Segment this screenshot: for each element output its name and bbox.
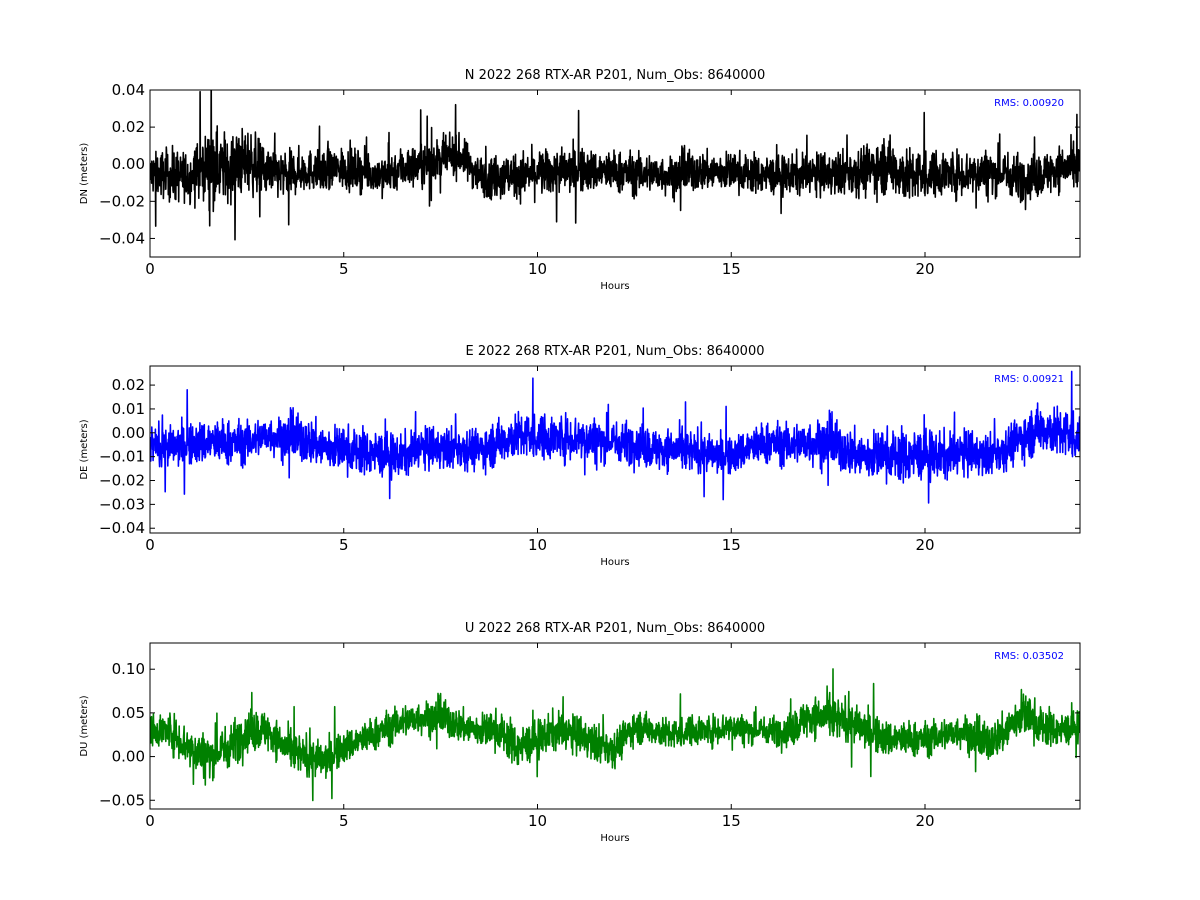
axes-frame [149,89,1081,258]
y-axis-label: DE (meters) [79,419,90,479]
y-tick-label: 0.00 [112,424,145,442]
y-tick-label: −0.01 [99,448,145,466]
x-tick-label: 15 [722,260,741,278]
y-tick-label: 0.00 [112,748,145,766]
chart-up: 0 5 10 15 20 0.10 0.05 0.00 −0.05 U 2022 268 RTX-… [79,621,1081,844]
chart-east: 0 5 10 15 20 0.02 0.01 0.00 −0.01 −0.02 −0.03 −0.04… [79,344,1081,568]
x-tick-label: 10 [528,812,547,830]
x-axis-label: Hours [600,833,629,844]
x-tick-label: 15 [722,536,741,554]
data-line [150,668,1080,802]
x-tick-label: 20 [915,260,934,278]
y-tick-label: −0.05 [99,791,145,809]
y-tick-label: 0.01 [112,400,145,418]
data-line [150,370,1080,504]
y-tick-label: −0.03 [99,495,145,513]
chart-title: U 2022 268 RTX-AR P201, Num_Obs: 8640000 [465,621,765,636]
series-north-0 [150,90,1080,241]
y-tick-label: 0.05 [112,704,145,722]
y-tick-label: 0.04 [112,81,145,99]
x-tick-label: 20 [915,812,934,830]
rms-annotation: RMS: 0.03502 [994,651,1064,662]
axes-frame [149,365,1081,534]
y-tick-label: 0.02 [112,376,145,394]
x-tick-label: 15 [722,812,741,830]
y-tick-label: 0.02 [112,118,145,136]
series-up-0 [150,668,1080,802]
y-tick-label: −0.04 [99,519,145,537]
series-east-0 [150,370,1080,504]
y-axis-label: DN (meters) [79,143,90,205]
x-tick-label: 5 [339,812,349,830]
x-tick-label: 10 [528,536,547,554]
y-tick-label: −0.04 [99,229,145,247]
rms-annotation: RMS: 0.00920 [994,98,1064,109]
y-tick-label: −0.02 [99,472,145,490]
axes-frame [149,642,1081,810]
x-tick-label: 0 [145,812,155,830]
y-tick-label: 0.00 [112,155,145,173]
chart-north: 0 5 10 15 20 0.04 0.02 0.00 −0.02 −0.04 N 2022 268… [79,68,1081,292]
x-tick-label: 0 [145,260,155,278]
x-axis-label: Hours [600,557,629,568]
x-tick-label: 5 [339,260,349,278]
x-axis-label: Hours [600,281,629,292]
chart-title: N 2022 268 RTX-AR P201, Num_Obs: 8640000 [465,68,765,83]
x-tick-label: 0 [145,536,155,554]
data-line [150,90,1080,241]
y-tick-label: 0.10 [112,660,145,678]
y-tick-label: −0.02 [99,192,145,210]
x-tick-label: 5 [339,536,349,554]
y-axis-label: DU (meters) [79,695,90,756]
chart-title: E 2022 268 RTX-AR P201, Num_Obs: 8640000 [466,344,765,359]
x-tick-label: 20 [915,536,934,554]
rms-annotation: RMS: 0.00921 [994,374,1064,385]
x-tick-label: 10 [528,260,547,278]
